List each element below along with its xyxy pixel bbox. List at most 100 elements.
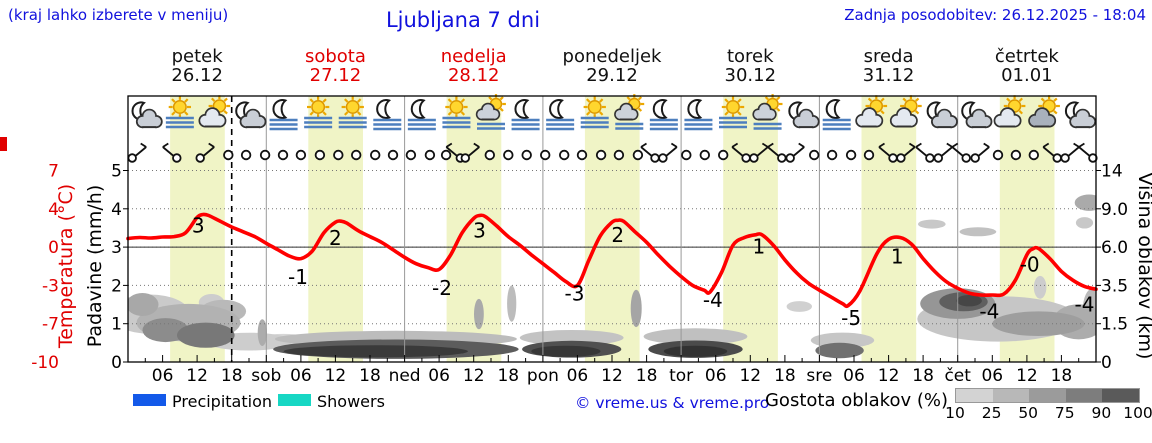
wind-calm-icon: [1028, 149, 1040, 161]
svg-text:-7: -7: [42, 315, 59, 335]
sun-icon: [172, 100, 187, 114]
wind-calm-icon: [540, 149, 551, 161]
svg-text:0: 0: [111, 353, 122, 373]
gradient-tick-label: 100: [1123, 404, 1152, 422]
gradient-segment: [1029, 389, 1066, 402]
svg-text:12: 12: [1016, 366, 1038, 386]
temp-axis-label: Temperatura (°C): [55, 184, 77, 349]
wind-calm-icon: [521, 149, 532, 161]
svg-text:3: 3: [192, 214, 205, 238]
cloud-icon: [239, 108, 267, 129]
svg-text:pon: pon: [527, 366, 559, 386]
wind-calm-icon: [826, 149, 838, 161]
wind-calm-icon: [295, 149, 307, 161]
svg-text:12: 12: [186, 366, 208, 386]
wind-symbols: [127, 142, 1098, 163]
showers-label: Showers: [317, 392, 385, 411]
precip-tick-labels: 5 4 3 2 1 0: [111, 162, 122, 374]
wind-barb-icon: [640, 142, 660, 163]
svg-text:1.5: 1.5: [1101, 315, 1128, 335]
wind-calm-icon: [333, 149, 344, 161]
svg-text:sob: sob: [251, 366, 281, 386]
svg-text:12: 12: [739, 366, 761, 386]
svg-text:06: 06: [705, 366, 727, 386]
svg-text:2: 2: [611, 223, 624, 247]
fog-icon: [546, 118, 575, 131]
svg-text:1: 1: [891, 245, 904, 269]
day-name: petek: [171, 46, 223, 67]
wind-barb-icon: [460, 142, 480, 163]
day-header-nedelja: nedelja 28.12: [404, 47, 544, 85]
svg-text:06: 06: [290, 366, 312, 386]
day-date: 31.12: [862, 65, 915, 86]
wind-calm-icon: [387, 149, 399, 161]
cloud-icon: [614, 102, 639, 121]
menu-hint-text: (kraj lahko izberete v meniju): [8, 6, 229, 24]
wind-barb-icon: [749, 142, 769, 163]
day-header-torek: torek 30.12: [680, 47, 820, 85]
gradient-segment: [1065, 389, 1103, 402]
wind-calm-icon: [681, 149, 692, 161]
fog-icon: [615, 122, 644, 130]
wind-calm-icon: [424, 149, 436, 161]
day-name: sreda: [863, 46, 914, 67]
cloud-icon: [1028, 107, 1057, 128]
wind-barb-icon: [951, 142, 971, 163]
cloud-height-axis-label: Višina oblakov (km): [1134, 173, 1152, 360]
wind-calm-icon: [613, 149, 625, 161]
day-date: 01.01: [1001, 65, 1053, 86]
last-update-text: Zadnja posodobitev: 26.12.2025 - 18:04: [844, 6, 1146, 24]
svg-text:3.5: 3.5: [1101, 276, 1128, 296]
svg-text:06: 06: [428, 366, 450, 386]
cloud-icon: [198, 107, 227, 128]
cloud-icon: [931, 108, 958, 129]
sun-icon: [726, 100, 740, 114]
fog-icon: [373, 118, 402, 131]
wind-calm-icon: [576, 149, 588, 161]
svg-text:12: 12: [878, 366, 900, 386]
svg-text:18: 18: [774, 366, 796, 386]
cloud-icon: [475, 102, 501, 121]
svg-text:tor: tor: [669, 366, 693, 386]
moon-icon: [514, 99, 530, 119]
precipitation-label: Precipitation: [172, 392, 273, 411]
fog-icon: [753, 122, 782, 130]
svg-text:18: 18: [497, 366, 519, 386]
wind-barb-icon: [127, 142, 147, 163]
wind-barb-icon: [933, 142, 953, 163]
wind-barb-icon: [896, 142, 916, 163]
svg-text:sre: sre: [806, 366, 832, 386]
svg-text:1: 1: [753, 235, 766, 259]
moon-icon: [376, 99, 392, 119]
wind-calm-icon: [259, 149, 271, 161]
fog-icon: [649, 118, 678, 131]
day-boundary-lines: [265, 96, 959, 362]
svg-text:4: 4: [48, 200, 59, 220]
sun-icon: [311, 100, 326, 114]
fog-icon: [338, 116, 367, 129]
svg-text:-2: -2: [432, 276, 452, 300]
cloud-density-label: Gostota oblakov (%): [764, 390, 948, 411]
wind-barb-icon: [1078, 142, 1098, 163]
wind-calm-icon: [1010, 149, 1022, 161]
copyright-link[interactable]: © vreme.us & vreme.pro: [575, 394, 770, 412]
wind-calm-icon: [503, 149, 514, 161]
screen-edge-marker: [0, 137, 7, 151]
svg-text:-10: -10: [31, 353, 59, 373]
wind-calm-icon: [809, 149, 820, 161]
svg-text:0: 0: [1101, 353, 1112, 373]
day-header-ponedeljek: ponedeljek 29.12: [542, 47, 682, 85]
weather-icons: [131, 94, 1097, 131]
gradient-tick-label: 25: [981, 404, 1002, 422]
svg-text:-1: -1: [288, 265, 308, 289]
wind-barb-icon: [970, 142, 990, 163]
sun-icon: [449, 100, 464, 114]
svg-text:18: 18: [912, 366, 934, 386]
svg-text:18: 18: [221, 366, 243, 386]
sun-icon: [307, 95, 330, 119]
cloud-icon: [855, 107, 884, 128]
moon-icon: [410, 99, 426, 119]
svg-text:-3: -3: [565, 282, 585, 306]
